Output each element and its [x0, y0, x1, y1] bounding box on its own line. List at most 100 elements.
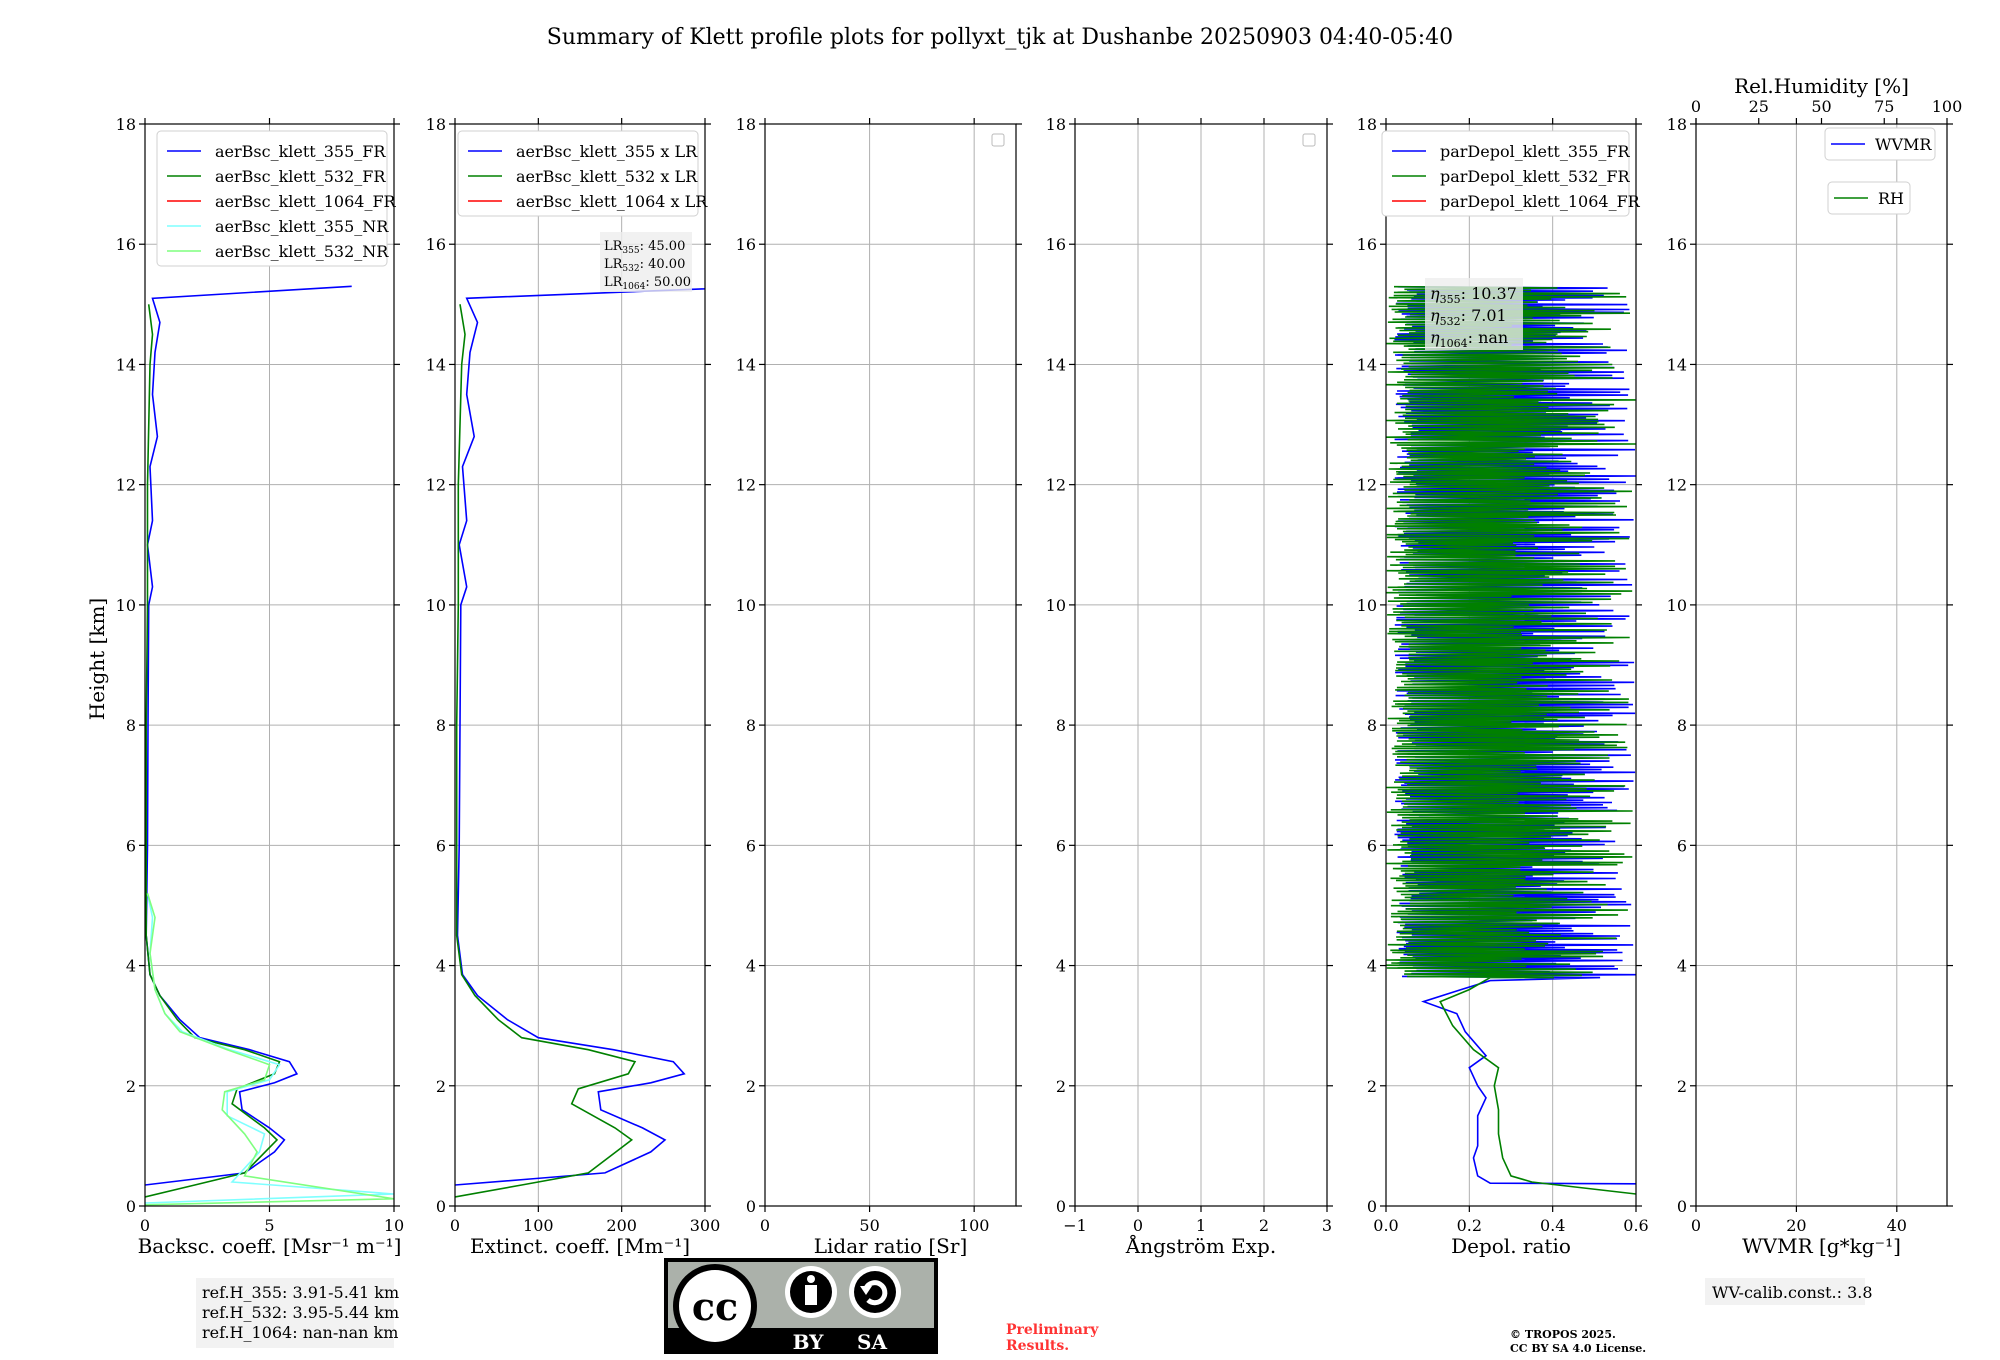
y-tick-label: 18	[1667, 115, 1687, 134]
y-tick-label: 6	[1056, 836, 1066, 855]
axes-frame	[764, 123, 1017, 1207]
y-tick-label: 6	[436, 836, 446, 855]
y-tick-label: 6	[746, 836, 756, 855]
empty-legend	[991, 133, 1005, 147]
sa-text: SA	[857, 1330, 887, 1354]
legend-box	[457, 130, 699, 217]
legend-label: aerBsc_klett_532_NR	[215, 242, 389, 261]
legend: WVMR RH	[1824, 127, 1936, 215]
top-x-tick-label: 100	[1932, 97, 1963, 116]
y-tick-label: 14	[1667, 355, 1687, 374]
legend: aerBsc_klett_355_FR aerBsc_klett_532_FRae…	[156, 130, 397, 267]
legend-label: aerBsc_klett_532_FR	[215, 167, 386, 186]
lr-prefix: LR	[604, 257, 624, 272]
copyright-line-1: © TROPOS 2025.	[1510, 1328, 1616, 1341]
y-tick-label: 6	[126, 836, 136, 855]
y-tick-label: 10	[116, 596, 136, 615]
eta-sub: 532	[1440, 315, 1461, 328]
lr-prefix: LR	[604, 239, 624, 254]
x-tick-label: 40	[1887, 1216, 1907, 1235]
legend: aerBsc_klett_355 x LR aerBsc_klett_532 x …	[457, 130, 708, 217]
lr-value: : 40.00	[640, 257, 686, 272]
x-tick-label: 1	[1196, 1216, 1206, 1235]
y-tick-label: 4	[1056, 957, 1066, 976]
lr-value: : 45.00	[640, 239, 686, 254]
y-tick-label: 10	[1357, 596, 1377, 615]
x-tick-label: 0.0	[1373, 1216, 1398, 1235]
y-tick-label: 14	[116, 355, 136, 374]
legend-label: aerBsc_klett_355_FR	[215, 142, 386, 161]
y-tick-label: 2	[746, 1077, 756, 1096]
series-line-parDepol_klett_532_FR	[1386, 285, 1636, 1195]
x-tick-label: 300	[690, 1216, 721, 1235]
preliminary-line-2: Results.	[1006, 1338, 1069, 1354]
y-tick-label: 16	[1357, 235, 1377, 254]
eta-value: : 7.01	[1461, 306, 1507, 325]
y-tick-label: 4	[1677, 957, 1687, 976]
y-tick-label: 12	[426, 476, 446, 495]
y-tick-label: 8	[1677, 716, 1687, 735]
x-tick-label: 20	[1786, 1216, 1806, 1235]
x-tick-label: 0	[1133, 1216, 1143, 1235]
y-tick-label: 0	[1056, 1197, 1066, 1216]
y-tick-label: 10	[736, 596, 756, 615]
legend: parDepol_klett_355_FR parDepol_klett_532_…	[1381, 130, 1641, 217]
eta-value: : 10.37	[1461, 284, 1517, 303]
panel-wv: 0 20 40 0 2 4 6 8 10 12 14 16 18 WVMR [g*kg⁻¹] 0 25 50 75…	[1667, 74, 1963, 1305]
x-axis-label: WVMR [g*kg⁻¹]	[1742, 1234, 1901, 1258]
y-tick-label: 16	[116, 235, 136, 254]
ref-height-532: ref.H_532: 3.95-5.44 km	[202, 1303, 399, 1322]
top-x-tick-label: 50	[1811, 97, 1831, 116]
axes-frame	[1695, 123, 1948, 1207]
legend-box	[1381, 130, 1630, 217]
x-tick-label: 5	[264, 1216, 274, 1235]
eta-sub: 1064	[1440, 337, 1468, 350]
y-tick-label: 18	[426, 115, 446, 134]
y-tick-label: 2	[1056, 1077, 1066, 1096]
series-group	[1386, 285, 1636, 1195]
eta-symbol: η	[1430, 306, 1440, 325]
series-group	[145, 285, 394, 1206]
eta-box: η355: 10.37 η532: 7.01 η1064: nan	[1425, 278, 1523, 350]
legend-label: aerBsc_klett_355 x LR	[516, 142, 698, 161]
cc-by-sa-logo: cc BY SA	[664, 1258, 938, 1354]
preliminary-line-1: Preliminary	[1006, 1322, 1099, 1338]
wv-calib-text: WV-calib.const.: 3.8	[1712, 1283, 1873, 1302]
y-tick-label: 0	[436, 1197, 446, 1216]
x-tick-label: 10	[384, 1216, 404, 1235]
eta-symbol: η	[1430, 284, 1440, 303]
y-tick-label: 12	[1046, 476, 1066, 495]
eta-line: η1064: nan	[1430, 328, 1508, 350]
legend-label: aerBsc_klett_532 x LR	[516, 167, 698, 186]
y-tick-label: 0	[1677, 1197, 1687, 1216]
y-tick-label: 2	[1367, 1077, 1377, 1096]
x-tick-label: 100	[959, 1216, 990, 1235]
figure-title: Summary of Klett profile plots for polly…	[547, 25, 1453, 50]
y-tick-label: 14	[1357, 355, 1377, 374]
y-tick-label: 18	[1357, 115, 1377, 134]
y-tick-label: 8	[126, 716, 136, 735]
legend-box	[1827, 181, 1911, 215]
axes-frame	[454, 123, 706, 1207]
x-axis-label: Extinct. coeff. [Mm⁻¹]	[470, 1234, 690, 1258]
empty-legend	[1302, 133, 1316, 147]
y-axis-label: Height [km]	[85, 598, 109, 720]
lidar-ratio-line: LR355: 45.00	[604, 239, 685, 256]
y-tick-label: 12	[1357, 476, 1377, 495]
wv-calib-box: WV-calib.const.: 3.8	[1705, 1278, 1873, 1305]
panel-ext: 0 100 200 300 0 2 4 6 8 10 12 14 16 18 Extinct. coeff.…	[426, 115, 721, 1258]
legend-box	[156, 130, 388, 267]
y-tick-label: 4	[1367, 957, 1377, 976]
lr-prefix: LR	[604, 275, 624, 290]
y-tick-label: 14	[426, 355, 446, 374]
legend-label: WVMR	[1875, 135, 1932, 154]
eta-sub: 355	[1440, 293, 1461, 306]
x-tick-label: 0	[450, 1216, 460, 1235]
eta-value: : nan	[1468, 328, 1509, 347]
y-tick-label: 0	[1367, 1197, 1377, 1216]
y-tick-label: 10	[426, 596, 446, 615]
ref-height-1064: ref.H_1064: nan-nan km	[202, 1323, 398, 1342]
lr-value: : 50.00	[645, 275, 691, 290]
legend-label: aerBsc_klett_1064 x LR	[516, 192, 708, 211]
